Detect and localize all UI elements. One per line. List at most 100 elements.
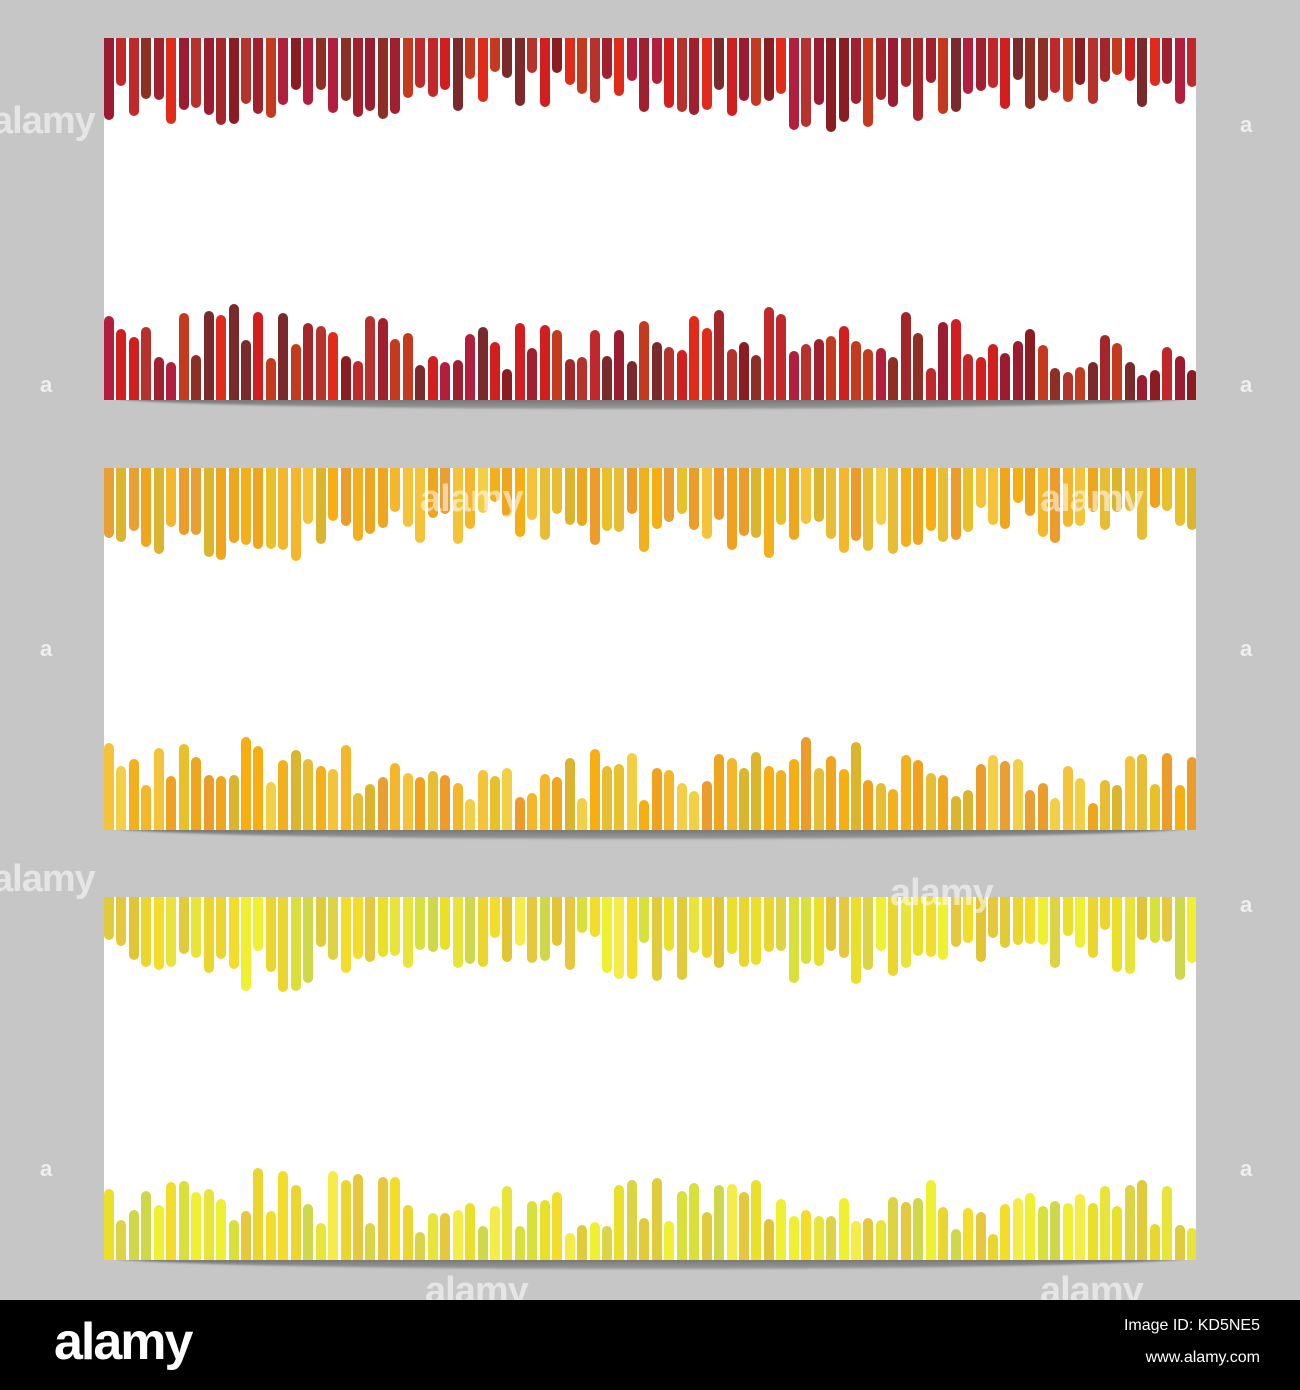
decorative-bar: [925, 368, 936, 400]
decorative-bar: [714, 1185, 725, 1260]
decorative-bar: [1075, 778, 1086, 830]
decorative-bar: [763, 468, 774, 558]
decorative-bar: [813, 768, 824, 830]
decorative-bar: [776, 468, 787, 525]
decorative-bar: [838, 1198, 849, 1260]
decorative-bar: [1037, 897, 1048, 945]
decorative-bar: [1062, 897, 1073, 936]
decorative-bar: [676, 38, 687, 112]
decorative-bar: [888, 1197, 899, 1260]
decorative-bar: [564, 758, 575, 830]
decorative-bar: [104, 468, 114, 538]
decorative-bar: [427, 468, 438, 518]
decorative-bar: [1050, 38, 1061, 93]
footer-bar: alamy Image ID: KD5NE5 www.alamy.com: [0, 1300, 1300, 1390]
decorative-bar: [216, 776, 227, 830]
decorative-bar: [1137, 468, 1148, 540]
decorative-bar: [489, 342, 500, 400]
decorative-bar: [178, 744, 189, 830]
decorative-bar: [676, 783, 687, 830]
decorative-bar: [452, 783, 463, 830]
decorative-bar: [813, 468, 824, 522]
decorative-bar: [900, 1202, 911, 1260]
decorative-bar: [240, 1211, 251, 1260]
decorative-bar: [714, 754, 725, 830]
decorative-bar: [489, 468, 500, 502]
decorative-bar: [1162, 897, 1173, 942]
decorative-bar: [963, 354, 974, 400]
decorative-bar: [303, 759, 314, 830]
decorative-bar: [402, 773, 413, 830]
decorative-bar: [141, 468, 152, 547]
decorative-bar: [714, 897, 725, 968]
decorative-bar: [228, 304, 239, 400]
decorative-bar: [626, 38, 637, 81]
decorative-bar: [963, 1208, 974, 1260]
decorative-bar: [402, 38, 413, 98]
decorative-bar: [228, 38, 239, 124]
decorative-bar: [141, 327, 152, 400]
decorative-bar: [514, 797, 525, 830]
decorative-bar: [564, 468, 575, 525]
decorative-bar: [539, 1200, 550, 1260]
decorative-bar: [726, 468, 737, 550]
watermark-mark: a: [1240, 372, 1253, 397]
decorative-bar: [228, 897, 239, 969]
decorative-bar: [726, 758, 737, 830]
decorative-bar: [987, 755, 998, 830]
decorative-bar: [776, 1199, 787, 1260]
decorative-bar: [514, 468, 525, 537]
decorative-bar: [128, 1210, 139, 1260]
decorative-bar: [602, 766, 612, 830]
decorative-bar: [477, 468, 488, 513]
decorative-bar: [116, 468, 127, 542]
decorative-bar: [963, 38, 974, 94]
decorative-bar: [726, 1184, 737, 1260]
decorative-bar: [415, 897, 426, 950]
decorative-bar: [104, 743, 114, 830]
decorative-bar: [216, 315, 227, 400]
decorative-bar: [166, 468, 177, 527]
decorative-bar: [402, 468, 413, 527]
decorative-bar: [1087, 1203, 1098, 1260]
decorative-bar: [651, 342, 662, 400]
decorative-bar: [813, 1216, 824, 1260]
bars-top-yellow: [104, 897, 1196, 1017]
decorative-bar: [726, 38, 737, 116]
decorative-bar: [938, 468, 949, 542]
decorative-bar: [415, 777, 426, 830]
decorative-bar: [888, 357, 899, 400]
decorative-bar: [602, 897, 612, 973]
decorative-bar: [1187, 468, 1196, 530]
decorative-bar: [1037, 468, 1048, 537]
decorative-bar: [290, 750, 301, 830]
decorative-bar: [328, 1171, 339, 1260]
decorative-bar: [664, 897, 675, 951]
decorative-bar: [365, 897, 376, 962]
decorative-bar: [465, 334, 476, 400]
decorative-bar: [315, 1223, 326, 1260]
decorative-bar: [950, 796, 961, 830]
decorative-bar: [826, 468, 837, 539]
decorative-bar: [465, 897, 476, 964]
decorative-bar: [489, 38, 500, 72]
decorative-bar: [452, 360, 463, 400]
decorative-bar: [539, 774, 550, 830]
decorative-bar: [265, 782, 276, 830]
decorative-bar: [714, 310, 725, 400]
decorative-bar: [1124, 38, 1135, 81]
decorative-bar: [1012, 468, 1023, 503]
decorative-bar: [577, 897, 588, 933]
decorative-bar: [639, 897, 650, 943]
decorative-bar: [353, 897, 363, 959]
decorative-bar: [1025, 329, 1036, 400]
decorative-bar: [178, 468, 189, 535]
decorative-bar: [141, 785, 152, 830]
decorative-bar: [141, 897, 152, 967]
decorative-bar: [402, 897, 413, 968]
decorative-bar: [925, 38, 936, 83]
decorative-bar: [539, 38, 550, 107]
decorative-bar: [875, 897, 886, 951]
decorative-bar: [191, 38, 202, 108]
decorative-bar: [714, 38, 725, 90]
